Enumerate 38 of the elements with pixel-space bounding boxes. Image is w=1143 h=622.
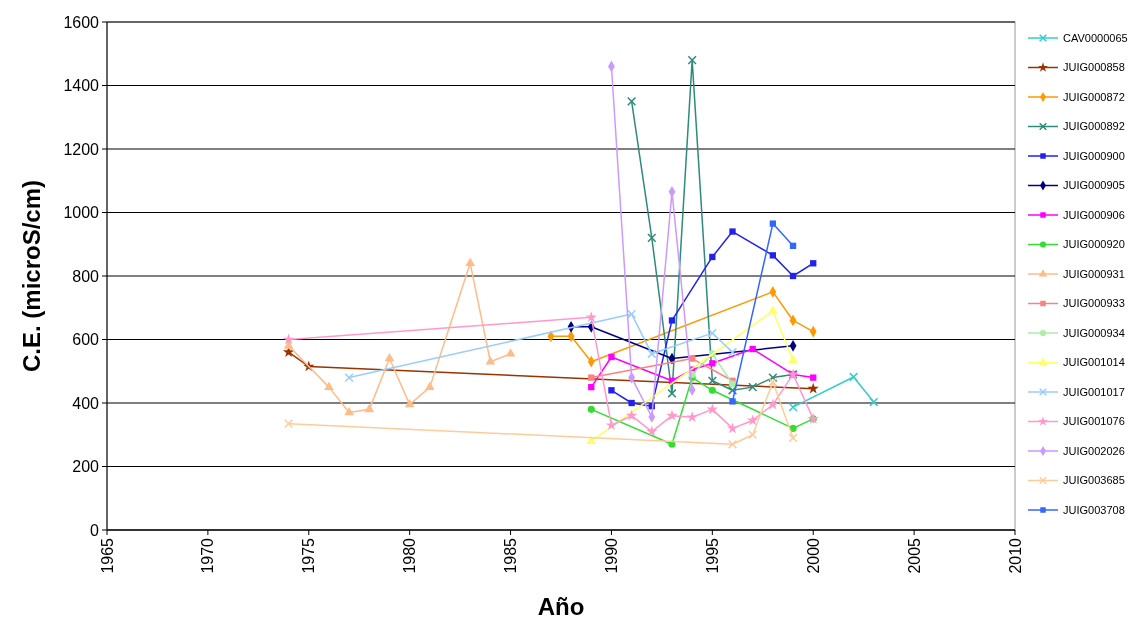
x-axis-title: Año — [537, 593, 585, 620]
legend-label: JUIG002026 — [1063, 444, 1125, 457]
x-tick-label: 2005 — [905, 537, 923, 574]
legend-label: JUIG003685 — [1063, 474, 1125, 487]
x-tick-label: 2000 — [804, 537, 822, 574]
x-tick-label: 1975 — [300, 537, 318, 574]
legend-label: JUIG000920 — [1063, 238, 1125, 251]
y-tick-label: 800 — [72, 267, 100, 285]
x-tick-label: 1980 — [401, 537, 419, 574]
legend-label: JUIG000905 — [1063, 179, 1125, 192]
y-tick-label: 1600 — [63, 13, 100, 31]
y-tick-label: 0 — [90, 521, 100, 539]
legend-label: JUIG000872 — [1063, 90, 1125, 103]
y-axis-title: C.E. (microS/cm) — [18, 179, 45, 373]
x-tick-label: 1965 — [98, 537, 116, 574]
legend-label: JUIG000906 — [1063, 208, 1125, 221]
legend-label: JUIG000934 — [1063, 326, 1125, 339]
y-tick-label: 1000 — [63, 204, 100, 222]
legend-label: JUIG000931 — [1063, 267, 1125, 280]
x-tick-label: 1990 — [603, 537, 621, 574]
y-tick-label: 600 — [72, 331, 100, 349]
y-tick-label: 200 — [72, 458, 100, 476]
y-tick-label: 1200 — [63, 140, 100, 158]
x-tick-label: 1985 — [502, 537, 520, 574]
legend-label: JUIG001014 — [1063, 356, 1125, 369]
legend-label: JUIG001076 — [1063, 415, 1125, 428]
legend-label: JUIG001017 — [1063, 385, 1125, 398]
legend-label: CAV0000065 — [1063, 31, 1128, 44]
legend-label: JUIG000933 — [1063, 297, 1125, 310]
legend-label: JUIG003708 — [1063, 503, 1125, 516]
legend-label: JUIG000892 — [1063, 120, 1125, 133]
y-tick-label: 1400 — [63, 77, 100, 95]
x-tick-label: 1995 — [703, 537, 721, 574]
x-tick-label: 2010 — [1006, 537, 1024, 574]
legend-label: JUIG000900 — [1063, 149, 1125, 162]
x-tick-label: 1970 — [199, 537, 217, 574]
y-tick-label: 400 — [72, 394, 100, 412]
legend-label: JUIG000858 — [1063, 61, 1125, 74]
